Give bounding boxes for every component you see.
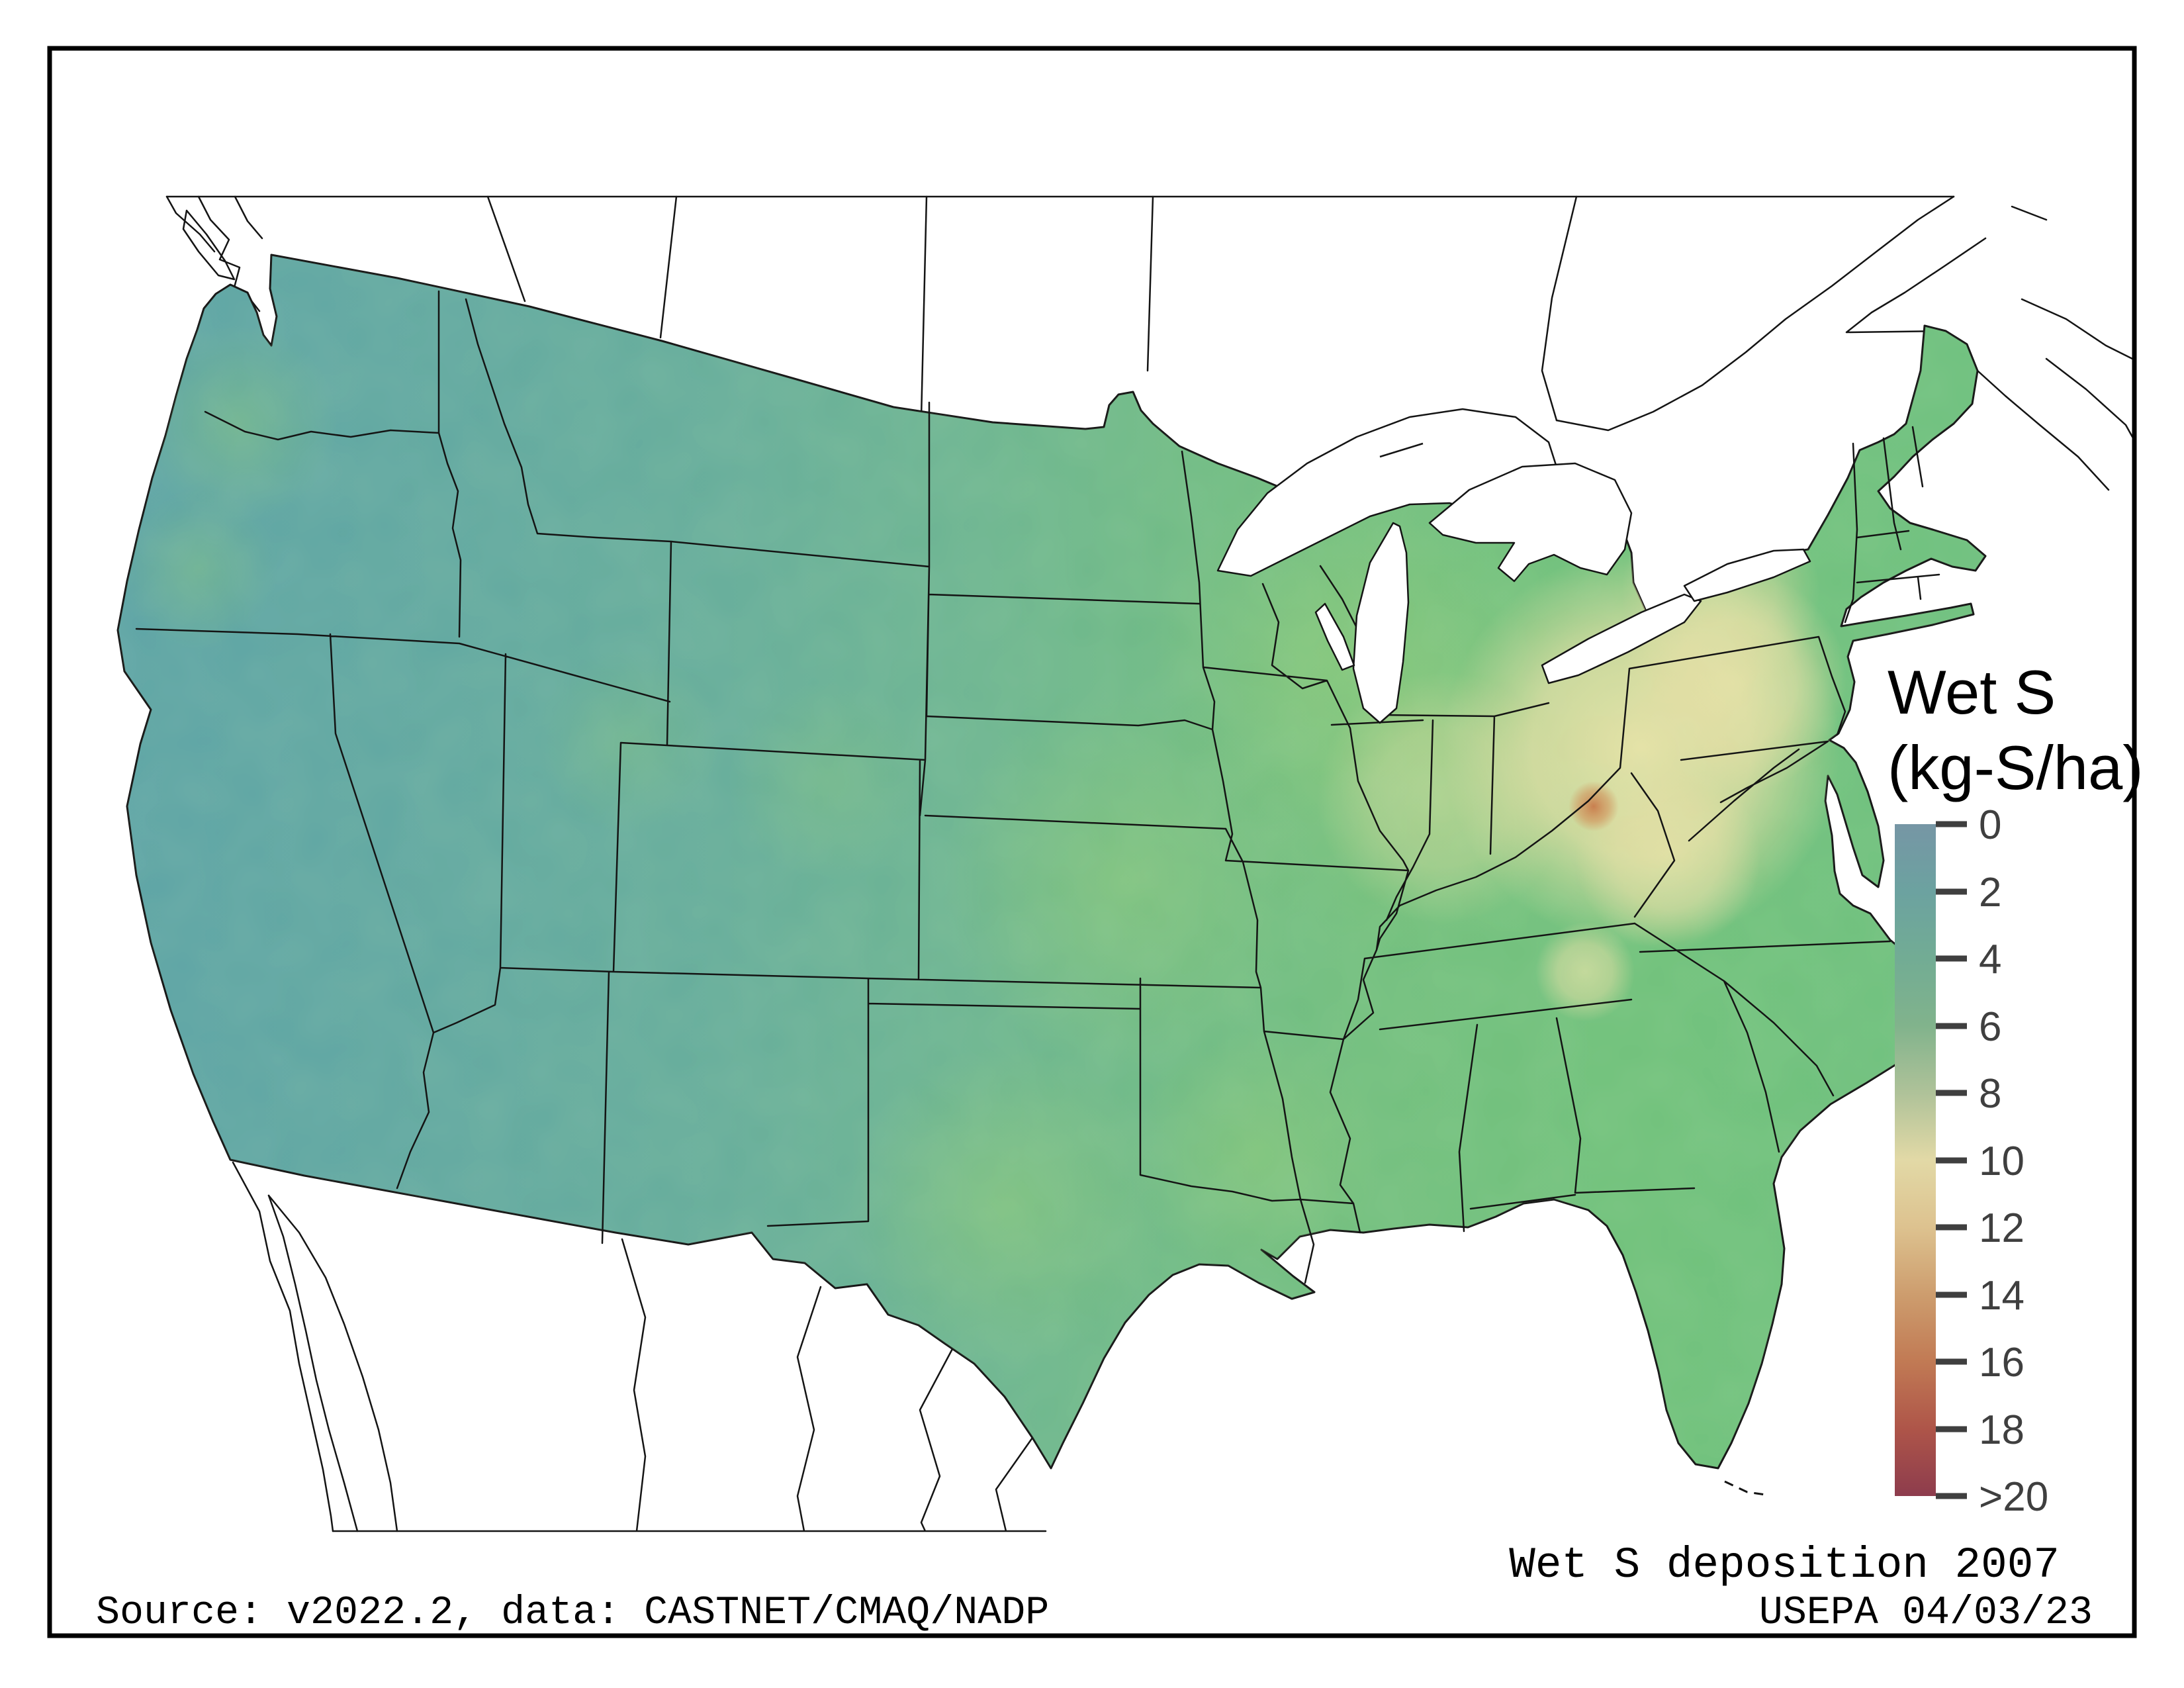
tick-label-2: 2 xyxy=(1979,870,2001,915)
figure-frame xyxy=(47,46,2137,1638)
green-bay xyxy=(1314,602,1355,671)
lake-erie xyxy=(1541,593,1702,684)
agency-date-caption: USEPA 04/03/23 xyxy=(1759,1591,2093,1636)
tick-label-10: 10 xyxy=(1979,1139,2025,1184)
canada-outlines xyxy=(165,195,2134,491)
tick-label-0: 0 xyxy=(1979,802,2001,848)
tick-label-14: 14 xyxy=(1979,1273,2025,1319)
map-title: Wet S deposition 2007 xyxy=(1509,1540,2060,1590)
colorbar-tick-labels: 0 2 4 6 8 10 12 14 16 18 >20 xyxy=(1979,802,2048,1520)
great-lakes xyxy=(1216,408,1811,724)
lake-michigan xyxy=(1352,522,1410,724)
vancouver-island xyxy=(182,209,236,281)
tick-label-6: 6 xyxy=(1979,1004,2001,1050)
mexico-outlines xyxy=(232,1161,1047,1532)
mexico-mainland-coast xyxy=(267,1194,398,1532)
lake-huron xyxy=(1428,462,1633,583)
tick-label-16: 16 xyxy=(1979,1340,2025,1385)
isle-royale xyxy=(1379,442,1424,458)
legend-title-line2: (kg-S/ha) xyxy=(1888,733,2144,802)
baja-california xyxy=(232,1161,359,1532)
state-boundaries xyxy=(135,290,1940,1284)
st-lawrence-and-maritimes xyxy=(1555,195,2134,491)
florida-keys xyxy=(1724,1480,1766,1496)
tick-label-4: 4 xyxy=(1979,937,2001,982)
tick-label-gt20: >20 xyxy=(1979,1474,2048,1520)
colorbar xyxy=(1895,824,1936,1496)
tick-label-8: 8 xyxy=(1979,1071,2001,1117)
colorbar-ticks xyxy=(1936,821,1967,1499)
mexico-state-borders xyxy=(332,1238,1047,1532)
tick-label-18: 18 xyxy=(1979,1407,2025,1453)
lake-ontario xyxy=(1683,548,1811,602)
tick-label-12: 12 xyxy=(1979,1205,2025,1251)
source-caption: Source: v2022.2, data: CASTNET/CMAQ/NADP xyxy=(96,1591,1049,1636)
legend: Wet S (kg-S/ha) 0 2 4 6 8 10 12 14 16 xyxy=(1888,657,2144,1520)
canada-province-borders xyxy=(486,195,1578,422)
legend-title-line1: Wet S xyxy=(1888,657,2056,727)
